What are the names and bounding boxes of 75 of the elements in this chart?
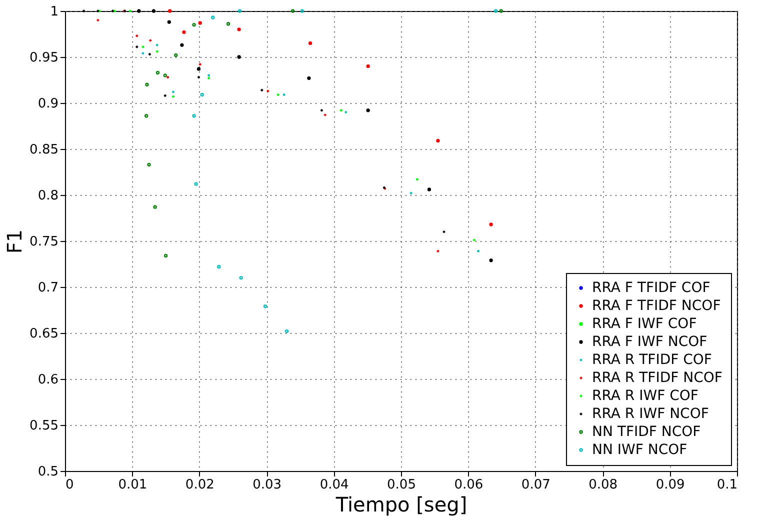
x-tick-label: 0.07 (521, 478, 550, 492)
x-axis-title: Tiempo [seg] (334, 492, 468, 516)
point (237, 28, 241, 32)
point (182, 30, 186, 34)
point (217, 264, 221, 269)
point (168, 9, 172, 13)
point (427, 188, 432, 192)
point (180, 43, 184, 47)
y-tick-label: 1 (50, 4, 58, 20)
point (163, 74, 167, 78)
legend-label: NN TFIDF NCOF (592, 424, 701, 440)
x-tick-label: 0.01 (118, 478, 148, 492)
point (153, 205, 157, 209)
y-tick-label: 0.95 (30, 50, 58, 66)
legend-label: NN IWF NCOF (592, 442, 688, 458)
point (198, 21, 202, 25)
y-tick-label: 0.5 (38, 464, 58, 480)
y-tick-label: 0.7 (38, 280, 58, 296)
point (499, 9, 503, 13)
point (436, 138, 440, 143)
point (167, 20, 171, 24)
point (489, 258, 493, 262)
legend-label: RRA R IWF COF (592, 388, 698, 404)
point (144, 114, 148, 118)
y-axis-title: F1 (2, 229, 27, 254)
x-tick-label: 0.04 (320, 478, 349, 492)
legend-label: RRA F IWF COF (592, 316, 697, 332)
y-tick-label: 0.8 (38, 188, 58, 204)
point (196, 67, 201, 71)
point (192, 114, 196, 118)
y-tick-label: 0.55 (30, 418, 58, 434)
point (211, 16, 215, 20)
point (194, 182, 198, 186)
point (200, 92, 204, 97)
point (290, 9, 295, 13)
x-tick-label: 0.02 (185, 478, 214, 492)
point (237, 55, 241, 59)
point (238, 9, 242, 13)
point (164, 254, 168, 258)
point (489, 222, 493, 226)
x-tick-label: 0.03 (252, 478, 282, 492)
legend-label: RRA R TFIDF COF (592, 352, 712, 368)
point (239, 276, 243, 280)
legend-label: RRA R IWF NCOF (592, 406, 709, 422)
y-tick-label: 0.6 (38, 372, 58, 388)
point (226, 22, 230, 26)
point (284, 329, 289, 333)
x-tick-label: 0.06 (454, 478, 484, 492)
point (308, 41, 312, 46)
point (494, 9, 498, 13)
point (147, 162, 151, 166)
y-tick-label: 0.75 (30, 234, 58, 250)
point (263, 304, 268, 308)
y-tick-label: 0.65 (30, 326, 58, 342)
x-tick-label: 0.1 (716, 478, 738, 492)
y-tick-label: 0.9 (38, 96, 58, 112)
point (366, 64, 370, 68)
y-tick-label: 0.85 (30, 142, 58, 158)
point (174, 53, 178, 57)
point (137, 9, 141, 13)
point (156, 70, 160, 74)
legend-label: RRA F TFIDF NCOF (592, 298, 721, 314)
point (300, 9, 304, 13)
x-tick-label: 0.05 (387, 478, 416, 492)
legend-label: RRA R TFIDF NCOF (592, 370, 722, 386)
point (152, 9, 156, 13)
x-tick-label: 0 (66, 478, 74, 492)
point (366, 108, 370, 112)
legend-label: RRA F TFIDF COF (592, 280, 710, 296)
point (307, 76, 311, 80)
point (145, 82, 149, 86)
point (192, 22, 196, 27)
x-tick-label: 0.09 (656, 478, 685, 492)
legend-label: RRA F IWF NCOF (592, 334, 708, 350)
x-tick-label: 0.08 (588, 478, 618, 492)
